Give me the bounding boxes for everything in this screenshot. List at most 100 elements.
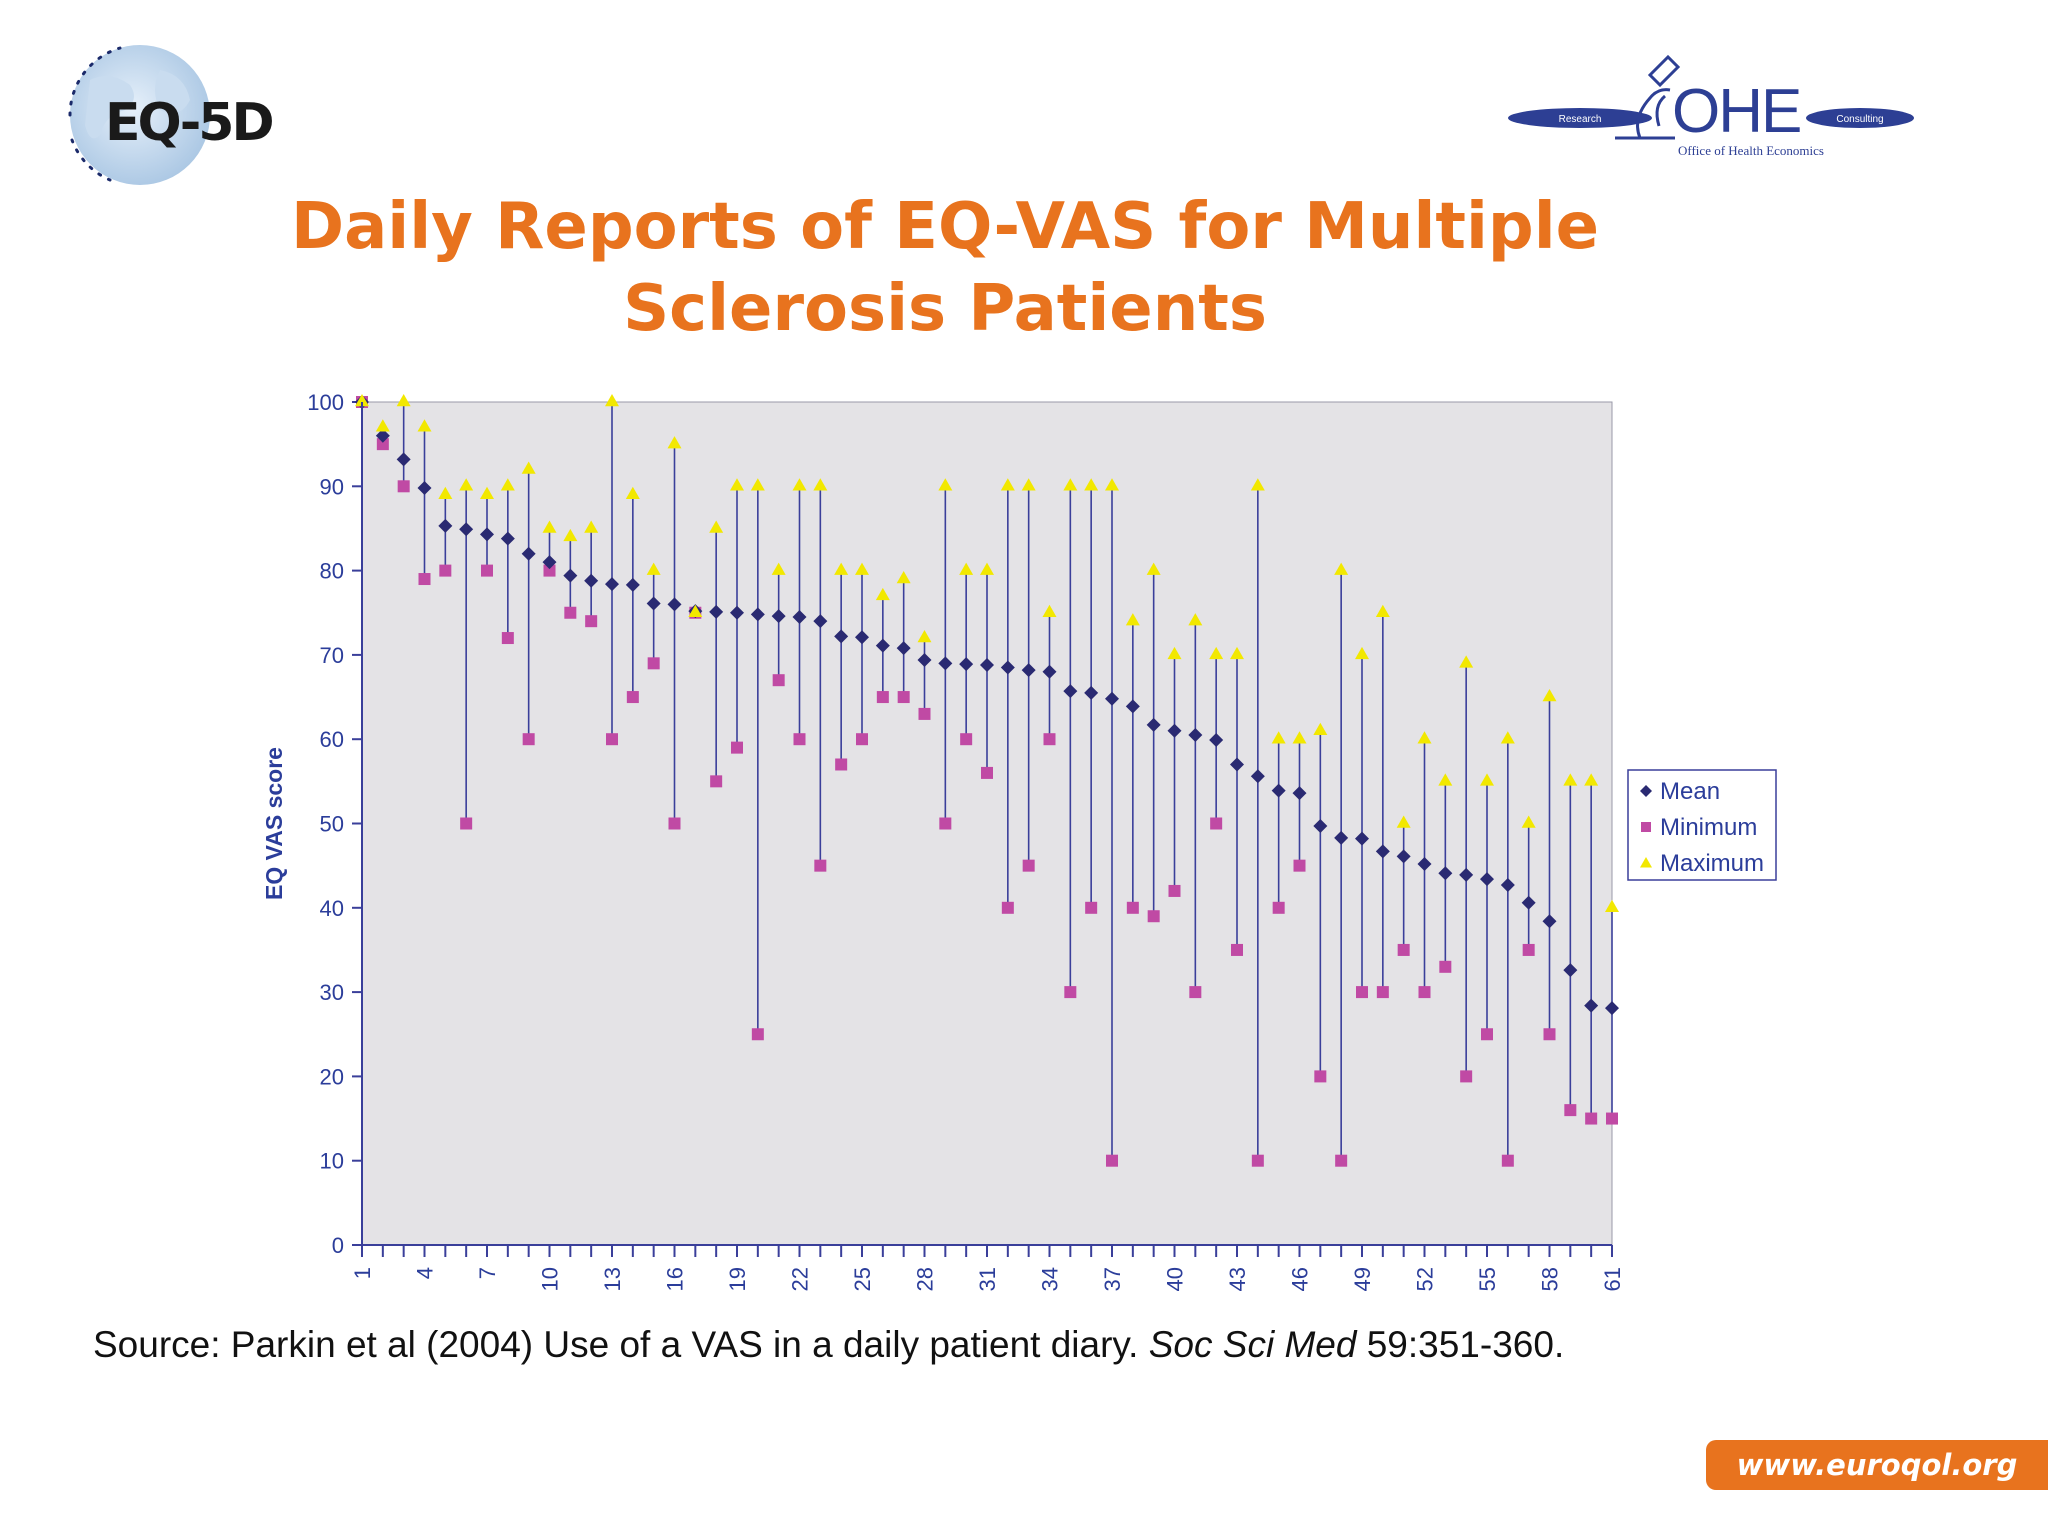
ohe-logo: Research Consulting OHE Office of Health… xyxy=(1500,50,1930,170)
source-journal: Soc Sci Med xyxy=(1148,1324,1357,1365)
mean-marker xyxy=(980,658,994,673)
mean-marker xyxy=(813,614,828,629)
mean-marker xyxy=(667,597,682,612)
y-tick-label: 90 xyxy=(320,474,344,499)
x-tick-label: 52 xyxy=(1413,1267,1438,1291)
minimum-marker xyxy=(564,606,577,619)
maximum-marker xyxy=(1105,478,1119,491)
source-citation: Source: Parkin et al (2004) Use of a VAS… xyxy=(93,1324,1564,1366)
mean-marker xyxy=(1563,963,1578,978)
mean-marker xyxy=(896,641,911,656)
mean-marker xyxy=(646,596,661,611)
x-tick-label: 22 xyxy=(788,1267,813,1291)
minimum-marker xyxy=(1522,943,1535,956)
minimum-marker xyxy=(1251,1154,1264,1167)
minimum-marker xyxy=(1460,1070,1473,1083)
slide-title: Daily Reports of EQ-VAS for Multiple Scl… xyxy=(160,186,1730,350)
mean-marker xyxy=(1042,664,1057,679)
maximum-marker xyxy=(730,478,744,491)
maximum-marker xyxy=(980,562,994,575)
maximum-marker xyxy=(1521,815,1536,828)
mean-marker xyxy=(1084,685,1099,700)
minimum-marker xyxy=(1106,1154,1118,1167)
mean-marker xyxy=(709,604,724,619)
maximum-marker xyxy=(1000,478,1015,491)
minimum-marker xyxy=(897,691,910,704)
legend-label: Minimum xyxy=(1660,814,1757,841)
maximum-marker xyxy=(1500,731,1515,744)
minimum-marker xyxy=(1585,1112,1598,1125)
maximum-marker xyxy=(1563,773,1578,786)
x-tick-label: 4 xyxy=(413,1267,438,1279)
mean-marker xyxy=(1417,856,1432,871)
mean-marker xyxy=(1230,757,1244,772)
legend-mean-icon xyxy=(1640,785,1652,797)
x-tick-label: 49 xyxy=(1350,1267,1375,1291)
mean-marker xyxy=(375,428,390,443)
maximum-marker xyxy=(1438,773,1453,786)
chart-legend: Mean Minimum Maximum xyxy=(1627,769,1777,881)
minimum-marker xyxy=(397,480,410,493)
maximum-marker xyxy=(813,478,828,491)
y-tick-label: 10 xyxy=(320,1149,344,1174)
mean-marker xyxy=(584,573,599,588)
range-lines xyxy=(382,402,1613,1161)
x-tick-label: 61 xyxy=(1600,1267,1625,1291)
mean-marker xyxy=(1271,783,1286,798)
mean-marker xyxy=(1063,684,1078,699)
x-tick-label: 46 xyxy=(1288,1267,1313,1291)
maximum-marker xyxy=(917,630,932,643)
maximum-marker xyxy=(1417,731,1432,744)
x-tick-label: 43 xyxy=(1225,1267,1250,1291)
maximum-marker xyxy=(667,436,682,449)
maximum-marker xyxy=(771,562,786,575)
y-tick-label: 30 xyxy=(320,980,344,1005)
y-tick-label: 80 xyxy=(320,559,344,584)
maximum-marker xyxy=(1250,478,1265,491)
maximum-marker xyxy=(1292,731,1307,744)
minimum-marker xyxy=(835,758,848,771)
mean-marker xyxy=(500,531,515,546)
mean-marker xyxy=(1209,733,1224,748)
ohe-logo-subtitle: Office of Health Economics xyxy=(1678,143,1824,158)
minimum-marker xyxy=(1147,910,1160,923)
x-tick-label: 37 xyxy=(1100,1267,1125,1291)
minimum-marker xyxy=(460,817,473,830)
globe-icon: EQ-5D xyxy=(68,45,275,185)
mean-marker xyxy=(625,577,640,592)
maximum-marker xyxy=(500,478,515,491)
maximum-marker xyxy=(438,486,453,499)
source-prefix: Source: Parkin et al (2004) Use of a VAS… xyxy=(93,1324,1149,1365)
x-tick-label: 31 xyxy=(975,1267,1000,1291)
maximum-marker xyxy=(1375,604,1390,617)
y-tick-label: 20 xyxy=(320,1064,344,1089)
mean-marker xyxy=(1396,849,1411,864)
mean-marker xyxy=(1146,717,1161,732)
maximum-marker xyxy=(1355,646,1369,660)
minimum-marker xyxy=(731,741,743,754)
minimum-marker xyxy=(876,691,889,704)
minimum-marker xyxy=(1043,733,1056,746)
maximum-marker xyxy=(875,587,890,601)
maximum-marker xyxy=(959,562,974,575)
legend-box xyxy=(1627,769,1777,881)
minimum-marker xyxy=(647,657,660,670)
mean-marker xyxy=(771,609,786,624)
mean-marker xyxy=(1605,1001,1619,1016)
mean-marker xyxy=(605,577,619,592)
minimum-marker xyxy=(1335,1154,1348,1167)
legend-maximum-icon xyxy=(1640,857,1652,868)
mean-marker xyxy=(438,518,453,533)
minimum-marker xyxy=(981,766,993,779)
euroqol-url-link[interactable]: www.euroqol.org xyxy=(1706,1440,2048,1490)
mean-marker xyxy=(792,609,807,624)
maximum-marker xyxy=(1021,478,1036,491)
maximum-marker xyxy=(1230,646,1244,660)
maximum-marker xyxy=(563,528,578,542)
x-tick-label: 40 xyxy=(1163,1267,1188,1291)
mean-marker xyxy=(480,527,494,542)
y-tick-label: 40 xyxy=(320,896,344,921)
minimum-marker xyxy=(1376,986,1389,999)
